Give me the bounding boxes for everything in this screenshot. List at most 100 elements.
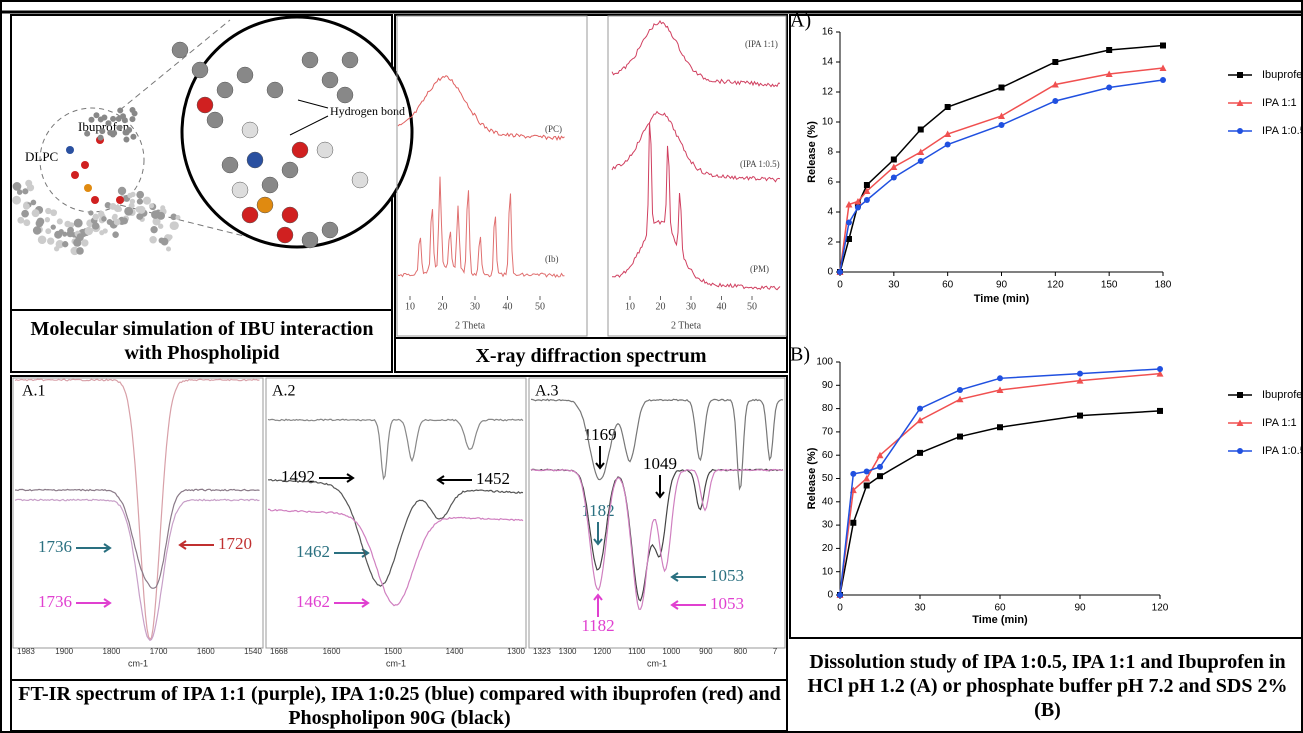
data-point [1237,392,1243,398]
atom [266,81,284,99]
atom [97,116,104,123]
peak-arrow [670,600,706,610]
x-tick-label: 40 [717,301,727,312]
x-tick-label: 30 [470,301,480,312]
spectrum-trace [14,498,260,642]
atom [99,128,106,135]
atom [98,210,105,217]
trace-label: (PM) [750,264,769,274]
atom [91,196,99,204]
panel-label: B) [790,344,810,366]
label-arrow [297,99,329,109]
x-tick-label: 900 [699,647,713,656]
atom [55,240,64,249]
y-tick-label: 80 [822,403,834,414]
atom [206,111,224,129]
y-tick-label: 10 [822,566,834,577]
peak-arrow [670,572,706,582]
data-point [1236,419,1244,426]
x-tick-label: 60 [942,280,954,291]
data-point [917,158,924,164]
atom [104,202,112,209]
peak-label: 1720 [218,534,252,553]
y-tick-label: 6 [827,177,833,188]
data-point [1051,81,1059,88]
series-line [839,410,1161,596]
x-tick-label: 40 [503,301,513,312]
data-point [1106,47,1113,53]
atom [175,214,181,221]
spectrum-trace [14,378,260,641]
data-point [863,187,871,194]
data-point [845,236,852,242]
atom [116,196,124,204]
atom [31,209,40,218]
spectrum-trace [611,110,781,183]
data-point [1236,99,1244,106]
ftir-frame [528,377,786,649]
data-point [850,519,857,526]
atom [158,223,164,229]
data-point [1159,64,1167,71]
x-tick-label: 30 [888,280,900,291]
atom [58,228,64,235]
x-axis-label: Time (min) [974,293,1030,305]
atom [246,151,264,169]
atom [84,226,94,236]
data-point [877,463,883,470]
data-point [957,386,963,393]
data-point [890,156,897,163]
x-tick-label: 120 [1047,280,1064,291]
zoom-line [119,19,231,111]
atom [120,217,129,225]
data-point [863,197,870,203]
y-tick-label: 12 [822,87,834,98]
spectrum-trace [397,176,565,278]
x-tick-label: 1500 [384,647,402,656]
peak-label: 1182 [581,616,614,635]
atom [316,141,334,159]
y-tick-label: 30 [822,520,834,531]
atom [336,86,354,104]
atom [117,107,124,114]
spectrum-trace [530,398,784,491]
y-axis-label: Release (%) [806,447,818,509]
atom [152,217,161,226]
atom [113,218,121,226]
data-point [944,130,952,137]
x-tick-label: 1200 [593,647,611,656]
peak-arrow [178,540,214,550]
atom [30,199,37,206]
atom [321,221,339,239]
legend-label: IPA 1:1 [1262,97,1297,109]
atom [102,228,108,234]
atom [101,216,107,222]
atom [124,206,134,216]
atom [76,233,83,240]
atom [221,156,239,174]
atom [112,231,119,238]
atom [23,219,31,227]
atom [129,116,136,123]
atom [81,161,89,169]
atom [170,213,177,221]
y-tick-label: 40 [822,496,834,507]
data-point [1160,42,1166,49]
spectrum-trace [611,122,781,291]
caption: X-ray diffraction spectrum [475,344,707,367]
data-point [890,174,897,181]
atom [149,203,155,209]
atom [76,247,84,255]
atom [97,134,104,141]
atom [150,226,158,234]
data-point [837,592,843,598]
atom [136,213,144,220]
peak-label: 1169 [583,425,616,444]
caption: FT-IR spectrum of IPA 1:1 (purple), IPA … [18,683,781,729]
data-point [854,198,862,205]
label-arrow [289,115,329,136]
atom [115,115,122,122]
x-axis-label: 2 Theta [671,320,702,331]
peak-arrow [319,473,355,483]
peak-label: 1736 [38,537,72,556]
